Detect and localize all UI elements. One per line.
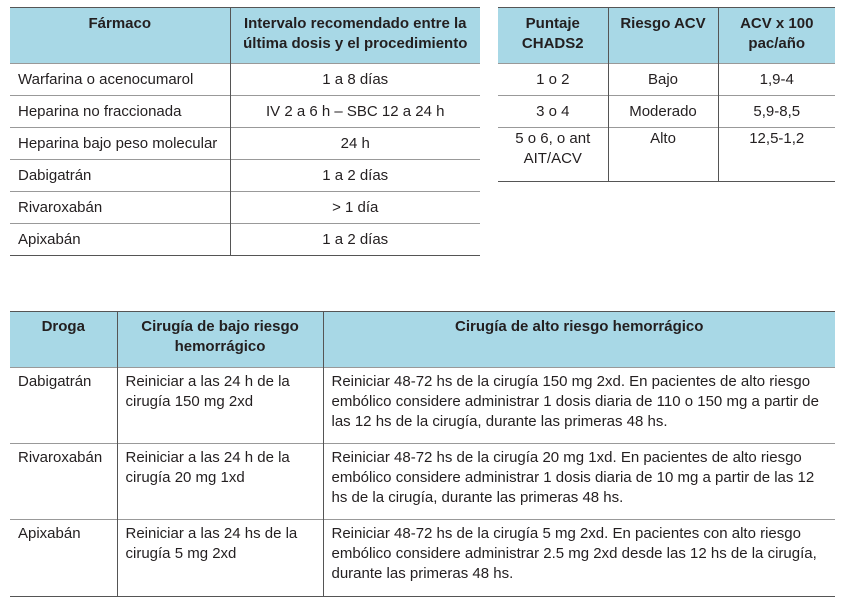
table-header-row: Droga Cirugía de bajo riesgo hemorrágico… (10, 311, 835, 368)
table-header-row: Fármaco Intervalo recomendado entre la ú… (10, 7, 480, 64)
table-row: Heparina no fraccionada IV 2 a 6 h – SBC… (10, 95, 480, 128)
cell-intervalo: 1 a 2 días (229, 159, 480, 192)
cell-farmaco: Heparina bajo peso molecular (10, 127, 230, 160)
cell-puntaje: 1 o 2 (498, 63, 608, 96)
cell-acv: 5,9-8,5 (717, 95, 835, 128)
cell-intervalo: 24 h (229, 127, 480, 160)
cell-bajo-riesgo: Reiniciar a las 24 h de la cirugía 20 mg… (116, 443, 323, 520)
table-row: 3 o 4 Moderado 5,9-8,5 (498, 95, 835, 128)
table-row: 5 o 6, o ant AIT/ACV Alto 12,5-1,2 (498, 127, 835, 182)
table-row: Heparina bajo peso molecular 24 h (10, 127, 480, 160)
table-row: 1 o 2 Bajo 1,9-4 (498, 63, 835, 96)
droga-reinicio-table: Droga Cirugía de bajo riesgo hemorrágico… (10, 311, 835, 597)
column-header-bajo-riesgo: Cirugía de bajo riesgo hemorrágico (116, 311, 323, 368)
table-row: Apixabán Reiniciar a las 24 hs de la cir… (10, 519, 835, 597)
cell-droga: Dabigatrán (10, 367, 117, 444)
cell-bajo-riesgo: Reiniciar a las 24 h de la cirugía 150 m… (116, 367, 323, 444)
cell-droga: Apixabán (10, 519, 117, 597)
chads-risk-table: Puntaje CHADS2 Riesgo ACV ACV x 100 pac/… (498, 7, 835, 182)
cell-intervalo: 1 a 8 días (229, 63, 480, 96)
table-row: Warfarina o acenocumarol 1 a 8 días (10, 63, 480, 96)
cell-riesgo: Moderado (607, 95, 718, 128)
column-header-acv: ACV x 100 pac/año (717, 7, 835, 64)
farmaco-interval-table: Fármaco Intervalo recomendado entre la ú… (10, 7, 480, 256)
cell-alto-riesgo: Reiniciar 48-72 hs de la cirugía 150 mg … (322, 367, 835, 444)
table-row: Rivaroxabán Reiniciar a las 24 h de la c… (10, 443, 835, 520)
cell-alto-riesgo: Reiniciar 48-72 hs de la cirugía 20 mg 1… (322, 443, 835, 520)
table-row: Dabigatrán Reiniciar a las 24 h de la ci… (10, 367, 835, 444)
column-header-droga: Droga (10, 311, 117, 368)
table-row: Rivaroxabán > 1 día (10, 191, 480, 224)
cell-intervalo: > 1 día (229, 191, 480, 224)
column-header-alto-riesgo: Cirugía de alto riesgo hemorrágico (322, 311, 835, 368)
table-row: Apixabán 1 a 2 días (10, 223, 480, 256)
column-header-puntaje: Puntaje CHADS2 (498, 7, 608, 64)
cell-alto-riesgo: Reiniciar 48-72 hs de la cirugía 5 mg 2x… (322, 519, 835, 597)
column-header-riesgo: Riesgo ACV (607, 7, 718, 64)
cell-bajo-riesgo: Reiniciar a las 24 hs de la cirugía 5 mg… (116, 519, 323, 597)
cell-farmaco: Dabigatrán (10, 159, 230, 192)
cell-farmaco: Rivaroxabán (10, 191, 230, 224)
column-header-farmaco: Fármaco (10, 7, 230, 64)
cell-puntaje: 3 o 4 (498, 95, 608, 128)
table-header-row: Puntaje CHADS2 Riesgo ACV ACV x 100 pac/… (498, 7, 835, 64)
cell-farmaco: Apixabán (10, 223, 230, 256)
cell-intervalo: IV 2 a 6 h – SBC 12 a 24 h (229, 95, 480, 128)
cell-acv: 12,5-1,2 (717, 127, 835, 182)
cell-farmaco: Warfarina o acenocumarol (10, 63, 230, 96)
cell-puntaje: 5 o 6, o ant AIT/ACV (498, 127, 608, 182)
cell-droga: Rivaroxabán (10, 443, 117, 520)
column-header-intervalo: Intervalo recomendado entre la última do… (229, 7, 480, 64)
table-row: Dabigatrán 1 a 2 días (10, 159, 480, 192)
cell-acv: 1,9-4 (717, 63, 835, 96)
cell-intervalo: 1 a 2 días (229, 223, 480, 256)
cell-farmaco: Heparina no fraccionada (10, 95, 230, 128)
cell-riesgo: Bajo (607, 63, 718, 96)
cell-riesgo: Alto (607, 127, 718, 182)
